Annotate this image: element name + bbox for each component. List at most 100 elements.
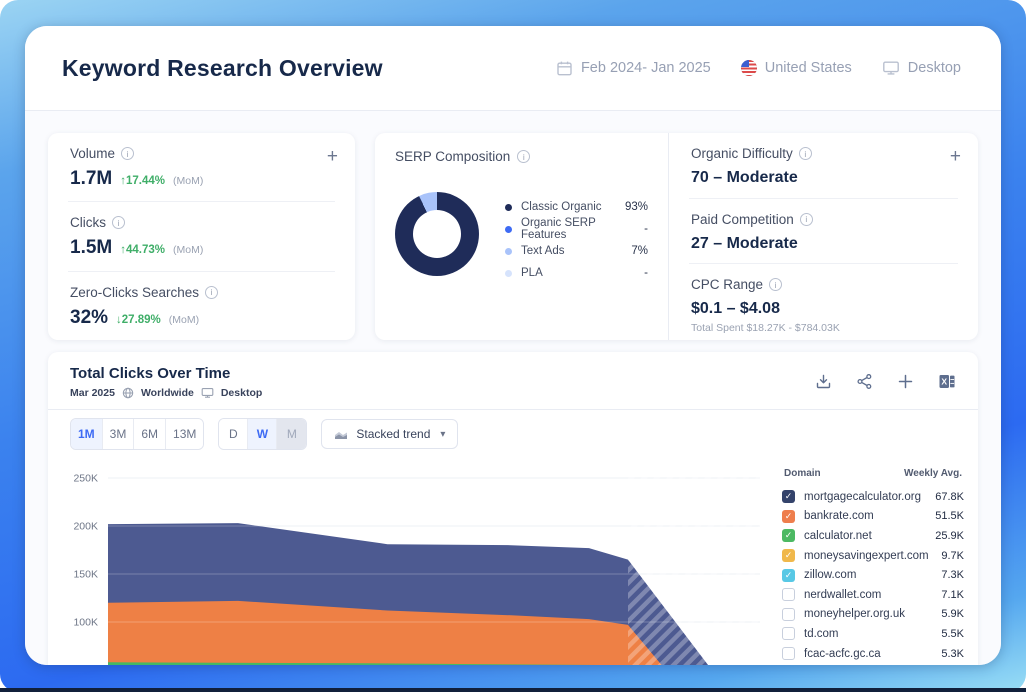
metric-paid-competition: Paid Competition i 27 – Moderate bbox=[689, 197, 958, 264]
checkbox-unchecked-icon[interactable] bbox=[782, 627, 795, 641]
country-selector[interactable]: United States bbox=[740, 60, 852, 76]
legend-label: Classic Organic bbox=[521, 201, 602, 213]
date-range-selector[interactable]: Feb 2024- Jan 2025 bbox=[556, 60, 711, 77]
metric-value: 1.7M bbox=[70, 168, 113, 189]
metric-clicks: Clicks i 1.5M ↑44.73% (MoM) bbox=[68, 201, 335, 270]
dashboard-content: + Volume i 1.7M ↑17.44% (MoM) Clicks bbox=[25, 111, 1001, 665]
domain-label: bankrate.com bbox=[804, 510, 874, 523]
metric-period: (MoM) bbox=[173, 244, 204, 257]
domain-row[interactable]: fcac-acfc.gc.ca 5.3K bbox=[782, 644, 964, 664]
chart-title: Total Clicks Over Time bbox=[70, 365, 231, 382]
range-button-1m[interactable]: 1M bbox=[71, 419, 103, 449]
metric-value: 27 – Moderate bbox=[691, 234, 798, 252]
chart-subtitle: Mar 2025 Worldwide Desktop bbox=[70, 387, 262, 399]
legend-label: PLA bbox=[521, 267, 543, 279]
legend-value: 93% bbox=[624, 201, 648, 213]
checkbox-unchecked-icon[interactable] bbox=[782, 647, 795, 661]
domain-row[interactable]: td.com 5.5K bbox=[782, 624, 964, 644]
date-range-label: Feb 2024- Jan 2025 bbox=[580, 60, 711, 76]
checkbox-unchecked-icon[interactable] bbox=[782, 607, 795, 621]
metric-label: Volume bbox=[70, 146, 116, 161]
info-icon[interactable]: i bbox=[798, 147, 812, 160]
checkbox-unchecked-icon[interactable] bbox=[782, 588, 795, 602]
domain-row[interactable]: ✓ bankrate.com 51.5K bbox=[782, 507, 964, 527]
info-icon[interactable]: i bbox=[799, 212, 813, 226]
metric-period: (MoM) bbox=[168, 313, 200, 326]
domain-label: mortgagecalculator.org bbox=[804, 490, 921, 503]
serp-legend-item[interactable]: PLA - bbox=[505, 262, 648, 284]
checkbox-checked-icon[interactable]: ✓ bbox=[782, 568, 795, 582]
domain-table: Domain Weekly Avg. ✓ mortgagecalculator.o… bbox=[782, 460, 964, 665]
monitor-icon bbox=[201, 388, 214, 398]
column-domain: Domain bbox=[784, 468, 821, 479]
svg-text:250K: 250K bbox=[73, 473, 98, 485]
checkbox-checked-icon[interactable]: ✓ bbox=[782, 490, 795, 504]
domain-label: calculator.net bbox=[804, 529, 872, 542]
forecast-hatch-overlay bbox=[628, 460, 760, 665]
metric-change: ↑44.73% bbox=[120, 244, 166, 257]
info-icon[interactable]: i bbox=[112, 216, 125, 230]
checkbox-checked-icon[interactable]: ✓ bbox=[782, 549, 795, 563]
weekly-avg-value: 25.9K bbox=[935, 529, 964, 542]
serp-legend-item[interactable]: Organic SERP Features - bbox=[505, 217, 648, 241]
stacked-trend-icon bbox=[335, 431, 348, 439]
share-icon[interactable] bbox=[856, 373, 873, 390]
range-button-6m[interactable]: 6M bbox=[134, 419, 167, 449]
add-metric-button[interactable]: + bbox=[326, 146, 338, 167]
domain-row[interactable]: nerdwallet.com 7.1K bbox=[782, 585, 964, 605]
weekly-avg-value: 5.5K bbox=[941, 627, 964, 640]
range-button-13m[interactable]: 13M bbox=[166, 419, 204, 449]
chart-device-label: Desktop bbox=[220, 387, 263, 399]
summary-cards-row: + Volume i 1.7M ↑17.44% (MoM) Clicks bbox=[48, 133, 978, 340]
area-series bbox=[108, 662, 601, 665]
weekly-avg-value: 5.3K bbox=[941, 647, 964, 660]
svg-text:150K: 150K bbox=[73, 569, 98, 581]
device-label: Desktop bbox=[907, 60, 961, 76]
serp-legend-item[interactable]: Classic Organic 93% bbox=[505, 196, 648, 218]
weekly-avg-value: 67.8K bbox=[935, 490, 964, 503]
domain-row[interactable]: ✓ mortgagecalculator.org 67.8K bbox=[782, 487, 964, 507]
add-chart-icon[interactable] bbox=[897, 373, 914, 390]
total-clicks-area-chart: 250K 200K 150K 100K bbox=[73, 460, 760, 665]
legend-label: Organic SERP Features bbox=[521, 217, 596, 241]
metric-change: ↑17.44% bbox=[120, 175, 166, 187]
add-metric-button[interactable]: + bbox=[949, 146, 961, 167]
granularity-button-w[interactable]: W bbox=[248, 419, 278, 449]
weekly-avg-value: 7.1K bbox=[941, 588, 964, 601]
device-selector[interactable]: Desktop bbox=[882, 60, 961, 76]
chart-type-dropdown[interactable]: Stacked trend ▾ bbox=[321, 419, 459, 449]
monitor-icon bbox=[882, 61, 899, 75]
metric-label: Clicks bbox=[70, 215, 106, 231]
serp-donut-chart bbox=[395, 192, 479, 276]
metric-label: Paid Competition bbox=[691, 211, 794, 227]
info-icon[interactable]: i bbox=[205, 285, 219, 299]
serp-difficulty-card: SERP Composition i Classic Organic 93% Org… bbox=[375, 133, 978, 340]
serp-title: SERP Composition bbox=[395, 149, 511, 164]
download-icon[interactable] bbox=[815, 373, 832, 390]
calendar-icon bbox=[557, 61, 572, 75]
chevron-down-icon: ▾ bbox=[440, 428, 446, 440]
granularity-button-d[interactable]: D bbox=[219, 419, 249, 449]
metric-change: ↓27.89% bbox=[116, 313, 161, 326]
info-icon[interactable]: i bbox=[769, 278, 783, 291]
range-button-3m[interactable]: 3M bbox=[102, 419, 135, 449]
metric-value: 1.5M bbox=[70, 237, 113, 259]
domain-row[interactable]: ✓ zillow.com 7.3K bbox=[782, 565, 964, 585]
checkbox-checked-icon[interactable]: ✓ bbox=[782, 529, 795, 543]
metric-value: 70 – Moderate bbox=[691, 169, 798, 186]
legend-label: Text Ads bbox=[521, 245, 565, 257]
domain-row[interactable]: ✓ moneysavingexpert.com 9.7K bbox=[782, 546, 964, 566]
checkbox-checked-icon[interactable]: ✓ bbox=[782, 509, 795, 523]
domain-row[interactable]: ✓ calculator.net 25.9K bbox=[782, 526, 964, 546]
domain-row[interactable]: moneyhelper.org.uk 5.9K bbox=[782, 605, 964, 625]
info-icon[interactable]: i bbox=[517, 150, 531, 163]
domain-table-header: Domain Weekly Avg. bbox=[782, 466, 964, 487]
excel-export-icon[interactable]: X bbox=[938, 373, 956, 390]
info-icon[interactable]: i bbox=[121, 147, 135, 160]
screenshot-bottom-edge bbox=[0, 688, 1026, 692]
serp-legend-item[interactable]: Text Ads 7% bbox=[505, 240, 648, 262]
metric-label: Zero-Clicks Searches bbox=[70, 284, 200, 300]
legend-value: 7% bbox=[631, 245, 648, 257]
legend-value: - bbox=[644, 267, 648, 279]
